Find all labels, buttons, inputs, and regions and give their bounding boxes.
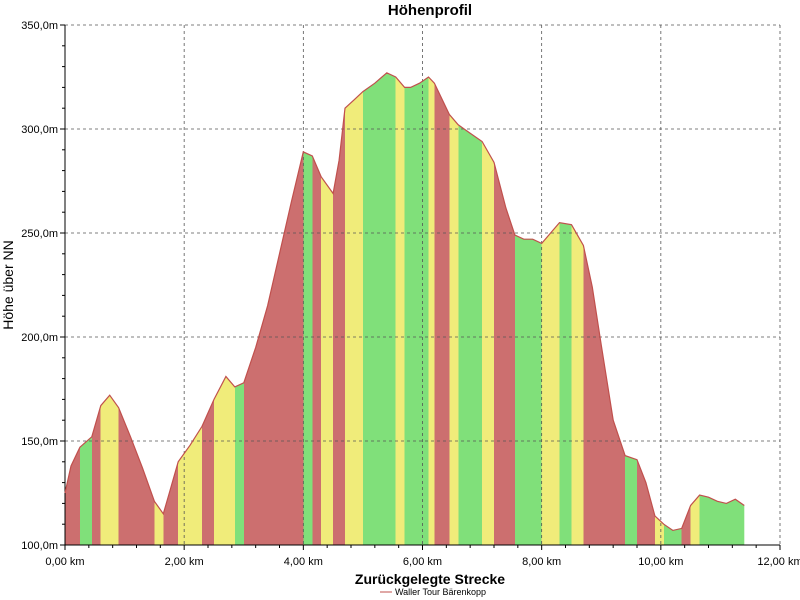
y-tick-label: 200,0m [21, 332, 58, 344]
x-tick-label: 12,00 km [757, 556, 800, 568]
x-tick-label: 6,00 km [403, 556, 442, 568]
chart-title: Höhenprofil [388, 2, 472, 19]
x-tick-label: 0,00 km [45, 556, 84, 568]
y-axis-title: Höhe über NN [0, 240, 16, 330]
x-tick-label: 2,00 km [165, 556, 204, 568]
y-tick-label: 350,0m [21, 20, 58, 32]
axes [60, 24, 781, 550]
elevation-fill [65, 72, 745, 546]
y-tick-label: 150,0m [21, 436, 58, 448]
legend: Waller Tour Bärenkopp [380, 587, 486, 597]
tick-labels: 0,00 km 2,00 km 4,00 km 6,00 km 8,00 km 10,00… [21, 20, 800, 568]
y-tick-label: 250,0m [21, 228, 58, 240]
grid [64, 24, 781, 546]
elevation-area [65, 72, 745, 546]
y-tick-label: 100,0m [21, 540, 58, 552]
x-tick-label: 8,00 km [522, 556, 561, 568]
x-tick-label: 4,00 km [284, 556, 323, 568]
legend-label: Waller Tour Bärenkopp [395, 587, 486, 597]
x-axis-title: Zurückgelegte Strecke [355, 571, 505, 587]
x-tick-label: 10,00 km [638, 556, 683, 568]
series-line [64, 72, 745, 532]
y-tick-label: 300,0m [21, 124, 58, 136]
elevation-line [64, 72, 745, 532]
